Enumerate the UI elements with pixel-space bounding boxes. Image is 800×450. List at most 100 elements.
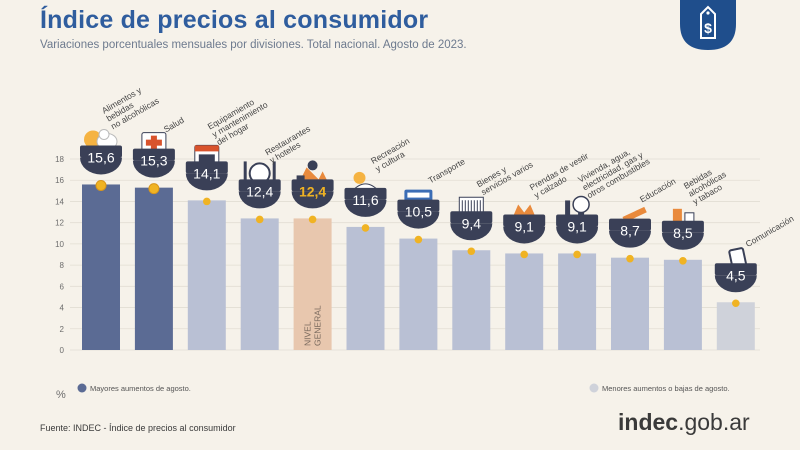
value-label: 4,5 (726, 267, 746, 283)
value-bubble (661, 232, 704, 250)
category-label: Salud (162, 115, 186, 135)
category-label-line: Transporte (426, 156, 467, 185)
legend-label: Menores aumentos o bajas de agosto. (602, 384, 730, 393)
pencil-icon-part (622, 206, 647, 223)
value-bubble (450, 223, 493, 241)
value-label: 15,6 (87, 149, 114, 165)
value-label: 12,4 (246, 183, 273, 199)
value-label: 8,7 (620, 223, 640, 239)
value-bubble (238, 191, 281, 209)
value-label: 15,3 (140, 153, 167, 169)
bar-marker (520, 250, 528, 259)
value-bubble-top (503, 214, 546, 227)
value-bubble (185, 173, 228, 191)
food-icon-part (98, 128, 110, 140)
bar-marker (467, 247, 476, 256)
drinks-icon-part (672, 208, 682, 225)
value-label: 14,1 (193, 165, 220, 181)
category-label: Comunicación (744, 213, 796, 249)
restaurant-cutlery-icon (243, 161, 276, 185)
value-bubble-top (80, 145, 122, 158)
value-bubble (344, 199, 387, 217)
value-bubble (132, 160, 175, 178)
y-tick-label: 16 (55, 176, 64, 185)
legend-swatch (77, 383, 87, 393)
value-label: 8,5 (673, 225, 693, 241)
bar-marker (148, 183, 160, 195)
restaurant-cutlery-icon-part (243, 161, 247, 184)
bar-marker (308, 215, 317, 224)
bar-marker (732, 299, 740, 308)
value-bubble-top (397, 199, 440, 212)
restaurant-cutlery-icon-part (272, 161, 276, 184)
value-label: 11,6 (352, 192, 378, 208)
bar (663, 259, 702, 350)
household-appliance-icon-part (194, 145, 219, 152)
lightbulb-icon-part (572, 195, 590, 214)
value-bubble-top (291, 179, 334, 192)
bar (558, 253, 597, 350)
category-label: Recreacióny cultura (369, 136, 416, 174)
bar-marker (573, 250, 581, 259)
value-bubble-top (238, 179, 281, 192)
value-bubble (80, 157, 122, 175)
value-bubble-top (450, 211, 493, 224)
category-label-line: Salud (162, 115, 186, 135)
health-cross-icon-part (145, 139, 162, 146)
bar-marker (95, 179, 107, 191)
y-tick-label: 4 (60, 304, 65, 313)
value-bubble-top (661, 220, 704, 233)
value-label: 9,4 (462, 215, 482, 231)
y-tick-label: 18 (55, 155, 64, 164)
bar-marker (203, 197, 211, 206)
bar (293, 218, 332, 350)
bar (505, 253, 544, 350)
value-bubble-top (185, 161, 228, 174)
bar-marker (414, 235, 423, 244)
value-label: 10,5 (405, 204, 432, 220)
value-bubble (714, 275, 757, 293)
general-level-icon-part (307, 160, 318, 171)
value-bubble-top (714, 263, 757, 276)
legend: Mayores aumentos de agosto. Menores aumen… (77, 383, 730, 393)
value-bubble-top (556, 214, 599, 227)
value-label: 12,4 (299, 183, 326, 199)
value-bubble-top (132, 148, 175, 161)
bus-icon-part (407, 192, 430, 198)
brand-bold: indec (618, 409, 679, 435)
value-bubble-top (609, 218, 651, 231)
category-label: Alimentos ybebidasno alcohólicas (100, 80, 161, 131)
in-bar-label-line: NIVEL (303, 321, 313, 346)
in-bar-label-line: GENERAL (313, 305, 323, 346)
category-label: Bebidasalcohólicasy tabaco (682, 161, 732, 206)
value-bubble (609, 230, 651, 248)
category-label: Equipamientoy mantenimientodel hogar (206, 92, 274, 148)
brand-domain: .gob.ar (678, 409, 750, 435)
value-bubble (556, 226, 599, 244)
bar (611, 257, 649, 350)
price-tag-dollar-icon: $ (680, 0, 736, 50)
bar (187, 200, 226, 350)
y-tick-label: 12 (55, 219, 64, 228)
bar (82, 184, 120, 350)
y-axis: 0 2 4 6 8 10 12 14 16 18% (55, 155, 66, 401)
bar (399, 238, 438, 350)
value-bubble (503, 226, 546, 244)
category-label: Vivienda, agua,electricidad, gas yotros … (576, 140, 651, 200)
value-bubble (397, 211, 440, 229)
value-label: 9,1 (567, 218, 587, 234)
recreation-icon-part (353, 171, 366, 184)
value-bubble (291, 191, 334, 209)
category-label: Bienes yservicios varios (475, 151, 535, 197)
category-label: Transporte (426, 156, 467, 185)
indec-logo[interactable]: indec.gob.ar (618, 409, 750, 436)
y-tick-label: 0 (60, 346, 65, 355)
bar-marker (679, 257, 687, 265)
y-tick-label: 6 (60, 282, 65, 291)
bar-marker (361, 224, 370, 232)
bar (240, 218, 279, 350)
bar (134, 187, 173, 350)
lightbulb-icon-part (565, 200, 571, 219)
pencil-icon (622, 206, 647, 223)
